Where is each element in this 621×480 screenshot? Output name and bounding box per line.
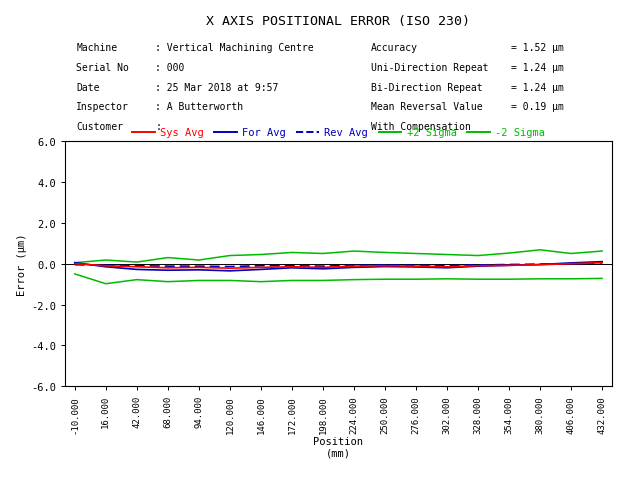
Text: Accuracy: Accuracy	[371, 43, 418, 53]
Legend: Sys Avg, For Avg, Rev Avg, +2 Sigma, -2 Sigma: Sys Avg, For Avg, Rev Avg, +2 Sigma, -2 …	[132, 128, 545, 138]
Text: Uni-Direction Repeat: Uni-Direction Repeat	[371, 63, 489, 73]
Text: = 1.24 μm: = 1.24 μm	[510, 83, 563, 93]
Text: : 000: : 000	[155, 63, 185, 73]
Text: Date: Date	[76, 83, 99, 93]
Text: Inspector: Inspector	[76, 102, 129, 112]
Text: Customer: Customer	[76, 122, 123, 132]
Text: With Compensation: With Compensation	[371, 122, 471, 132]
Text: = 0.19 μm: = 0.19 μm	[510, 102, 563, 112]
Text: X AXIS POSITIONAL ERROR (ISO 230): X AXIS POSITIONAL ERROR (ISO 230)	[206, 15, 471, 28]
Text: :: :	[155, 122, 161, 132]
Text: Bi-Direction Repeat: Bi-Direction Repeat	[371, 83, 483, 93]
Text: : Vertical Machining Centre: : Vertical Machining Centre	[155, 43, 314, 53]
Text: Machine: Machine	[76, 43, 117, 53]
Text: Serial No: Serial No	[76, 63, 129, 73]
Text: = 1.52 μm: = 1.52 μm	[510, 43, 563, 53]
Text: Mean Reversal Value: Mean Reversal Value	[371, 102, 483, 112]
Text: : A Butterworth: : A Butterworth	[155, 102, 243, 112]
Text: = 1.24 μm: = 1.24 μm	[510, 63, 563, 73]
Text: : 25 Mar 2018 at 9:57: : 25 Mar 2018 at 9:57	[155, 83, 279, 93]
X-axis label: Position
(mm): Position (mm)	[314, 436, 363, 457]
Y-axis label: Error (μm): Error (μm)	[17, 233, 27, 295]
